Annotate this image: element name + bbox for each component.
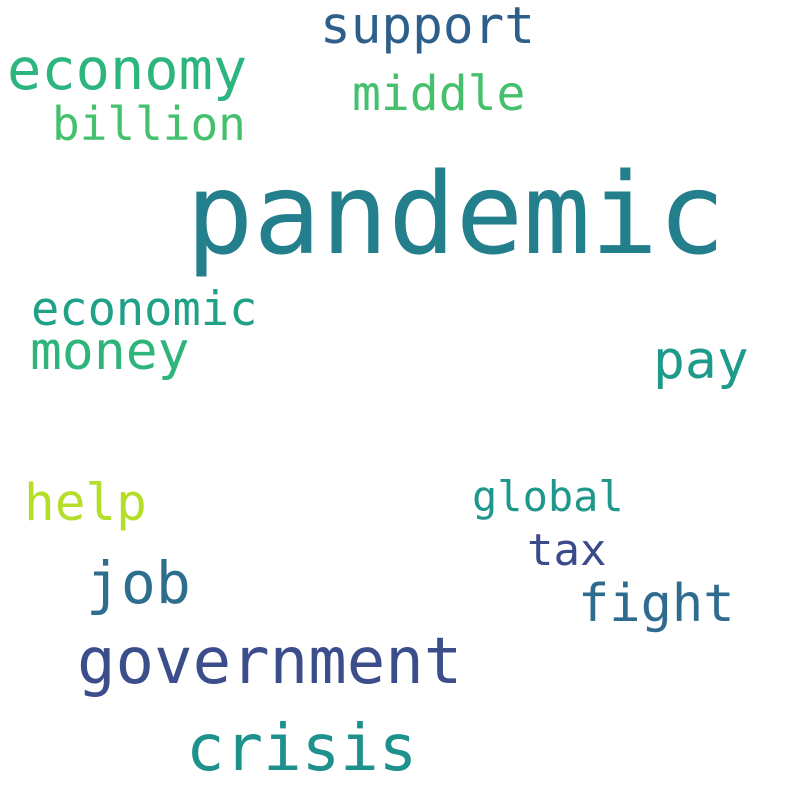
- word-middle: middle: [352, 66, 526, 122]
- word-support: support: [320, 0, 535, 56]
- word-tax: tax: [527, 525, 607, 576]
- word-government: government: [77, 625, 463, 699]
- word-fight: fight: [578, 574, 735, 634]
- word-economic: economic: [31, 282, 258, 337]
- word-billion: billion: [52, 97, 246, 151]
- word-pandemic: pandemic: [186, 150, 726, 280]
- word-pay: pay: [653, 330, 749, 391]
- word-economy: economy: [7, 37, 248, 103]
- word-job: job: [86, 549, 191, 617]
- word-help: help: [24, 474, 147, 533]
- word-money: money: [30, 321, 190, 382]
- word-global: global: [472, 472, 624, 521]
- word-crisis: crisis: [186, 712, 418, 786]
